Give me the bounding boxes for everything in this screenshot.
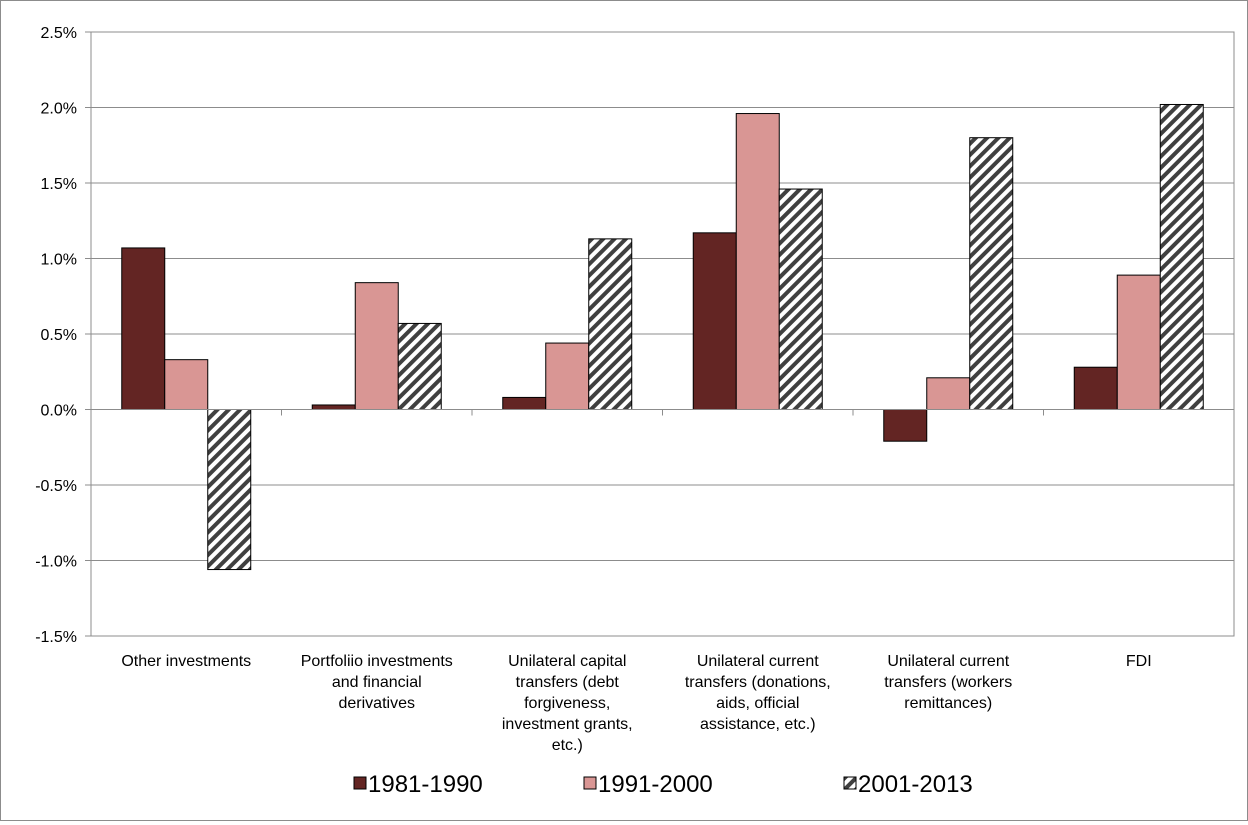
bar-2001-2013 [1159,103,1204,410]
category-label: remittances) [904,695,992,712]
bar-1981-1990 [121,247,166,410]
category-label: transfers (donations, [685,674,831,691]
category-label: forgiveness, [524,695,610,712]
y-tick-label: 1.5% [41,176,77,193]
plot-area-border [90,31,1235,637]
legend-swatch-2001-2013 [843,776,857,790]
category-label: Unilateral current [887,653,1009,670]
bar-2001-2013 [778,188,823,410]
bar-2001-2013 [969,137,1014,410]
bar-1981-1990 [311,404,356,411]
legend-swatch-1991-2000 [583,776,597,790]
bar-1981-1990 [883,409,928,442]
y-tick-label: -0.5% [35,478,77,495]
bar-1991-2000 [545,342,590,410]
legend-swatch-1981-1990 [353,776,367,790]
bar-1981-1990 [502,396,547,411]
y-tick-label: 2.5% [41,25,77,42]
category-label: investment grants, [502,716,633,733]
y-tick-label: 1.0% [41,252,77,269]
category-label: Unilateral capital [508,653,626,670]
category-label: aids, official [716,695,799,712]
bar-2001-2013 [588,238,633,410]
y-tick-label: 2.0% [41,101,77,118]
category-label: etc.) [552,737,583,754]
bar-1991-2000 [164,359,209,411]
category-label: assistance, etc.) [700,716,816,733]
y-tick-label: -1.5% [35,629,77,646]
bar-1991-2000 [735,113,780,410]
bar-1981-1990 [692,232,737,410]
category-label: and financial [332,674,422,691]
y-tick-label: 0.0% [41,403,77,420]
legend-label: 1981-1990 [368,771,483,798]
bar-1991-2000 [354,282,399,410]
bar-2001-2013 [397,322,442,410]
category-label: Other investments [121,653,251,670]
y-tick-label: -1.0% [35,554,77,571]
y-tick-label: 0.5% [41,327,77,344]
category-label: derivatives [339,695,415,712]
category-label: transfers (workers [884,674,1012,691]
category-label: Portfoliio investments [301,653,453,670]
legend-label: 2001-2013 [858,771,973,798]
bar-1991-2000 [1116,274,1161,410]
bar-1991-2000 [926,377,971,411]
category-label: Unilateral current [697,653,819,670]
bar-1981-1990 [1073,366,1118,410]
category-label: FDI [1126,653,1152,670]
legend-label: 1991-2000 [598,771,713,798]
category-label: transfers (debt [516,674,620,691]
bar-2001-2013 [207,409,252,571]
